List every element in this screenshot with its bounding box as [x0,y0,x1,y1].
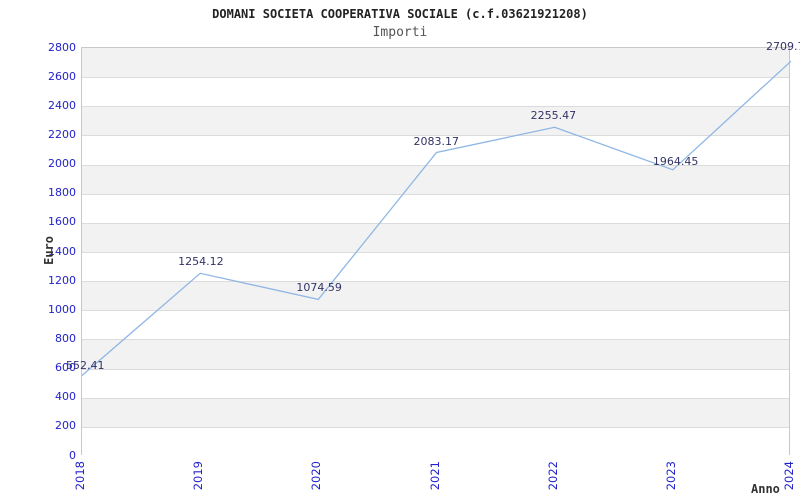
plot-band [82,339,789,369]
plot-band [82,281,789,311]
line-series [81,60,792,376]
y-tick-label: 1200 [48,273,76,287]
y-tick-label: 2200 [48,127,76,141]
chart-subtitle: Importi [372,25,428,40]
plot-band [82,368,789,398]
plot-band [82,222,789,252]
grid-line [82,77,789,79]
grid-line [82,252,789,253]
y-tick-label: 800 [55,331,76,345]
point-value-label: 2083.17 [413,135,460,149]
grid-line [82,135,789,137]
plot-band [82,106,789,136]
grid-line [82,106,789,108]
plot-band [82,48,789,78]
y-tick-label: 2000 [48,157,76,171]
grid-line [82,310,789,312]
grid-line [82,397,789,399]
point-value-label: 552.41 [66,358,105,372]
y-tick-label: 1800 [48,186,76,200]
y-tick-label: 1400 [48,244,76,258]
y-axis-title: Euro [42,236,56,265]
grid-line [82,426,789,428]
grid-line [82,193,789,195]
y-tick-label: 400 [55,390,76,404]
plot-band [82,310,789,340]
plot-band [82,397,789,427]
y-tick-label: 2600 [48,69,76,83]
point-value-label: 1964.45 [652,154,699,168]
grid-line [82,222,789,224]
x-tick-label: 2022 [545,461,560,491]
plot-band [82,77,789,107]
point-value-label: 2255.47 [530,109,577,123]
y-tick-label: 1600 [48,215,76,229]
y-tick-label: 1000 [48,302,76,316]
x-tick-label: 2020 [309,461,324,491]
point-value-label: 1254.12 [178,255,224,269]
grid-line [82,164,789,166]
y-tick-label: 0 [69,448,76,462]
point-value-label: 1074.59 [296,281,342,295]
y-tick-label: 2800 [48,40,76,54]
importi-line [81,60,792,376]
x-tick-label: 2021 [427,461,442,491]
x-axis-title: Anno [751,482,780,496]
plot-band [82,426,789,456]
plot-band [82,193,789,223]
grid-line [82,339,789,341]
plot-band [82,135,789,165]
grid-line [82,281,789,283]
point-value-label: 2709.7 [766,40,800,54]
y-tick-label: 2400 [48,98,76,112]
y-tick-label: 600 [55,361,76,375]
x-tick-label: 2018 [73,461,87,491]
x-tick-label: 2023 [663,461,678,491]
chart-title: DOMANI SOCIETA COOPERATIVA SOCIALE (c.f.… [212,7,588,21]
grid-line [82,368,789,370]
plot-area [81,47,792,456]
plot-band [82,252,789,282]
x-tick-label: 2019 [191,461,206,491]
x-tick-label: 2024 [782,461,796,491]
y-tick-label: 200 [55,419,76,433]
